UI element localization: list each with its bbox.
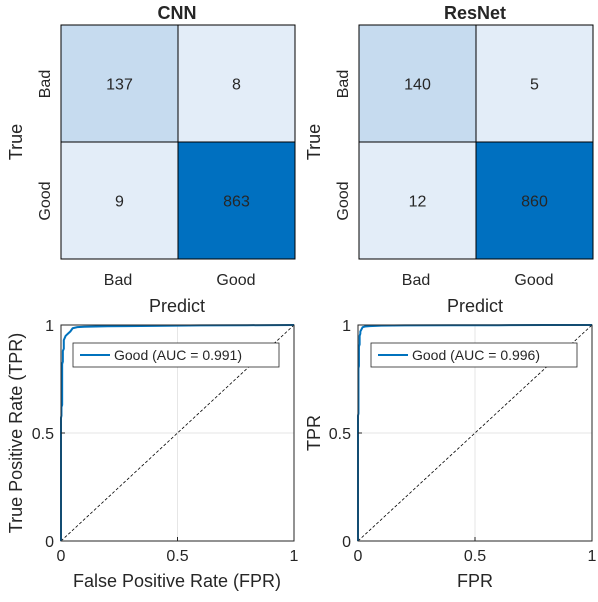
legend: Good (AUC = 0.996) (370, 342, 578, 368)
heatmap-cell (475, 24, 594, 143)
y-tick-label: Good (335, 181, 352, 220)
x-axis-label: Predict (149, 296, 205, 316)
x-tick-label: 1 (290, 548, 299, 565)
y-tick-label: 0.5 (329, 426, 351, 443)
chart-title: ResNet (444, 3, 506, 23)
y-axis-label: True (6, 124, 26, 160)
y-axis-label: TPR (304, 415, 324, 451)
y-tick-label: Bad (335, 70, 352, 98)
cell-value-label: 863 (223, 194, 250, 211)
chart-title: CNN (158, 3, 197, 23)
legend-entry: Good (AUC = 0.991) (114, 347, 242, 363)
y-axis-label: True (304, 124, 324, 160)
x-axis-label: False Positive Rate (FPR) (73, 571, 281, 591)
x-tick-label: 0.5 (166, 548, 188, 565)
x-axis-label: Predict (447, 296, 503, 316)
x-axis-label: FPR (457, 571, 493, 591)
y-tick-label: Good (37, 181, 54, 220)
x-tick-label: Bad (104, 272, 132, 289)
heatmap-cell (60, 141, 179, 260)
x-tick-label: 0 (354, 548, 363, 565)
legend-entry: Good (AUC = 0.996) (412, 347, 540, 363)
cell-value-label: 12 (409, 194, 427, 211)
resnet-roc-chart: 0 0.5 1 0 0.5 1 Good (AUC = 0.996) FPR TPR (304, 318, 597, 591)
cnn-confusion-matrix: CNN 137 8 9 863 Bad Good Predict Bad Good T… (6, 3, 296, 316)
x-tick-label: 0.5 (464, 548, 486, 565)
resnet-confusion-matrix: ResNet 140 5 12 860 Bad Good Predict Bad Go… (304, 3, 594, 316)
heatmap-cell (358, 141, 477, 260)
heatmap-cell (475, 141, 594, 260)
x-tick-label: Bad (402, 272, 430, 289)
heatmap-cell (358, 24, 477, 143)
cell-value-label: 140 (404, 77, 431, 94)
y-tick-label: 0 (342, 534, 351, 551)
legend: Good (AUC = 0.991) (72, 342, 280, 368)
x-tick-label: Good (514, 272, 553, 289)
cell-value-label: 8 (232, 77, 241, 94)
y-axis-label: True Positive Rate (TPR) (6, 333, 26, 533)
y-tick-label: Bad (37, 70, 54, 98)
heatmap-cell (177, 24, 296, 143)
y-tick-label: 1 (45, 318, 54, 335)
y-tick-label: 1 (342, 318, 351, 335)
x-tick-label: Good (216, 272, 255, 289)
x-tick-label: 0 (57, 548, 66, 565)
cell-value-label: 860 (521, 194, 548, 211)
cell-value-label: 5 (530, 77, 539, 94)
y-tick-label: 0.5 (32, 426, 54, 443)
heatmap-cell (177, 141, 296, 260)
roc-curve-line (60, 324, 295, 541)
cell-value-label: 137 (106, 77, 133, 94)
heatmap-cell (60, 24, 179, 143)
y-tick-label: 0 (45, 534, 54, 551)
cell-value-label: 9 (115, 194, 124, 211)
diagonal-reference-line (60, 324, 295, 542)
x-tick-label: 1 (588, 548, 597, 565)
cnn-roc-chart: 0 0.5 1 0 0.5 1 Good (AUC = 0.991) False Pos… (6, 318, 299, 591)
